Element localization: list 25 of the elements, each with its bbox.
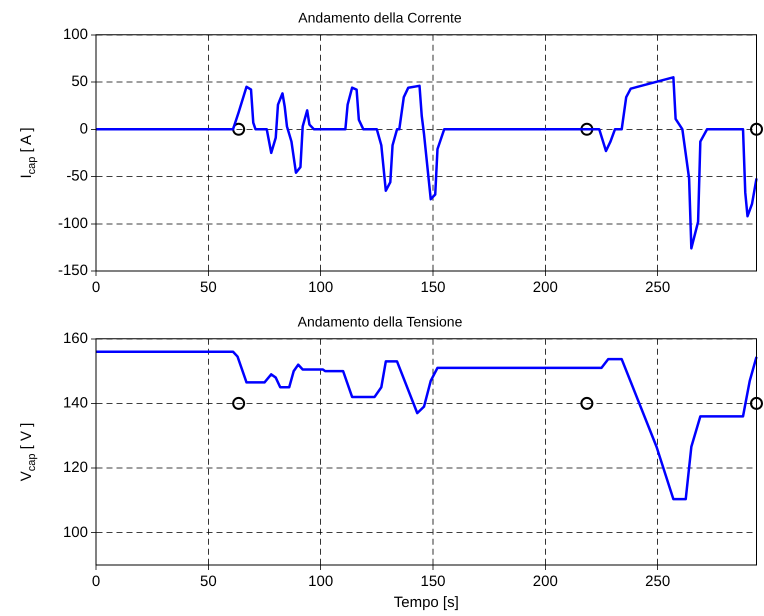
y-tick-label: 100 — [62, 26, 88, 43]
x-tick-label: 100 — [308, 573, 334, 590]
x-tick-label: 0 — [92, 573, 100, 590]
x-tick-label: 50 — [200, 279, 217, 296]
y-tick-label: 160 — [62, 330, 88, 347]
y-tick-label: -150 — [58, 262, 88, 280]
x-tick-label: 0 — [92, 279, 100, 296]
x-tick-label: 200 — [532, 279, 558, 296]
x-tick-label: 100 — [308, 279, 334, 296]
chart-title: Andamento della Corrente — [298, 9, 462, 26]
x-axis-title: Tempo [s] — [394, 594, 459, 612]
x-tick-label: 150 — [420, 279, 446, 296]
chart-title: Andamento della Tensione — [298, 313, 463, 330]
x-tick-label: 150 — [420, 573, 446, 590]
y-tick-label: 0 — [80, 120, 88, 138]
x-tick-label: 50 — [200, 573, 217, 590]
y-tick-label: -50 — [66, 168, 88, 185]
y-tick-label: 100 — [62, 524, 88, 541]
x-tick-label: 250 — [645, 279, 670, 296]
x-tick-label: 250 — [645, 573, 670, 590]
y-tick-label: 50 — [71, 73, 88, 90]
y-tick-label: 120 — [62, 459, 88, 476]
y-tick-label: 140 — [62, 394, 88, 412]
x-tick-label: 200 — [532, 573, 558, 590]
y-tick-label: -100 — [58, 214, 88, 232]
